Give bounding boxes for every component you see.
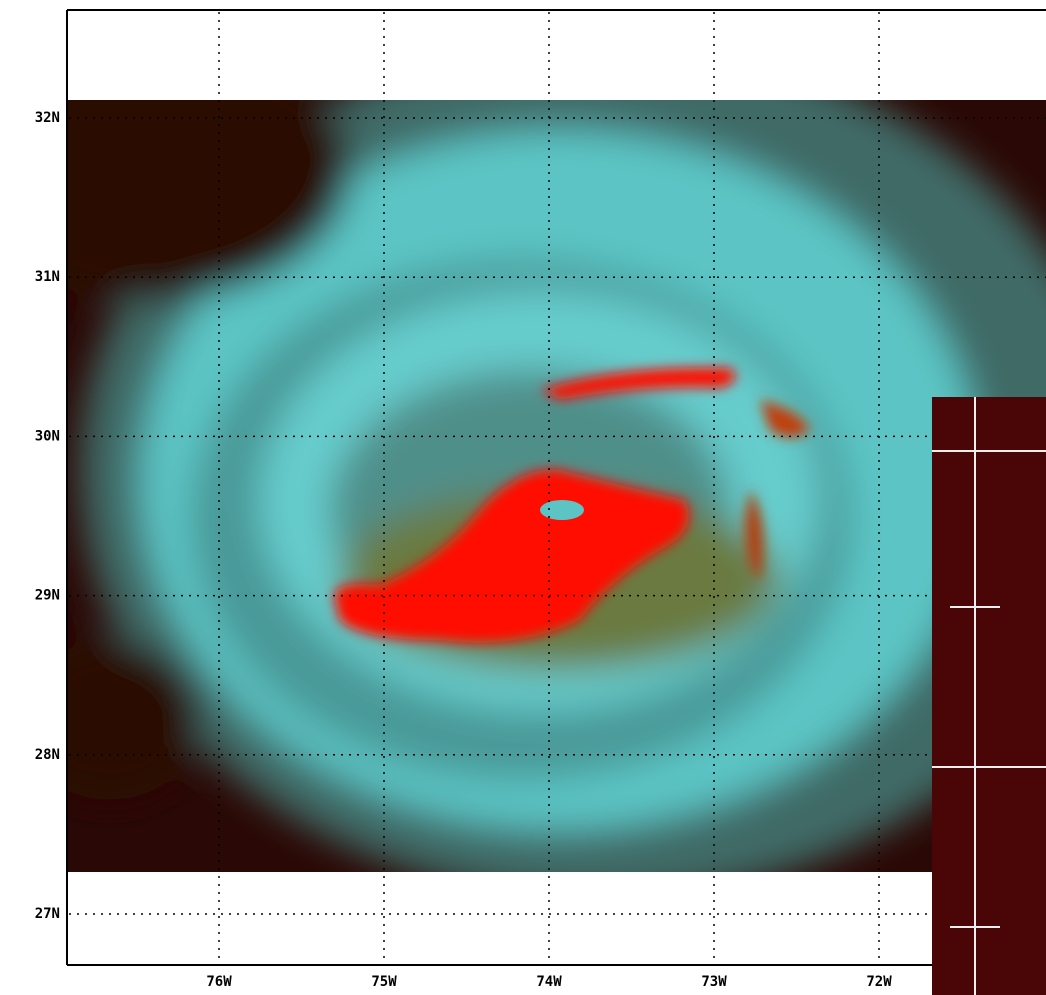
- satellite-image: [0, 40, 1046, 900]
- lat-label: 32N: [35, 110, 60, 126]
- lon-label: 73W: [701, 974, 727, 990]
- lon-label: 75W: [371, 974, 397, 990]
- lon-label: 72W: [866, 974, 892, 990]
- inset-panel: [932, 397, 1046, 995]
- lat-label: 31N: [35, 269, 60, 285]
- lat-label: 30N: [35, 428, 60, 444]
- map-figure: 76W 75W 74W 73W 72W 32N 31N 30N 29N 28N 27N: [0, 0, 1046, 995]
- lat-label: 28N: [35, 747, 60, 763]
- lon-label: 74W: [536, 974, 562, 990]
- lon-label: 76W: [206, 974, 232, 990]
- lat-label: 27N: [35, 906, 60, 922]
- lat-label: 29N: [35, 588, 60, 604]
